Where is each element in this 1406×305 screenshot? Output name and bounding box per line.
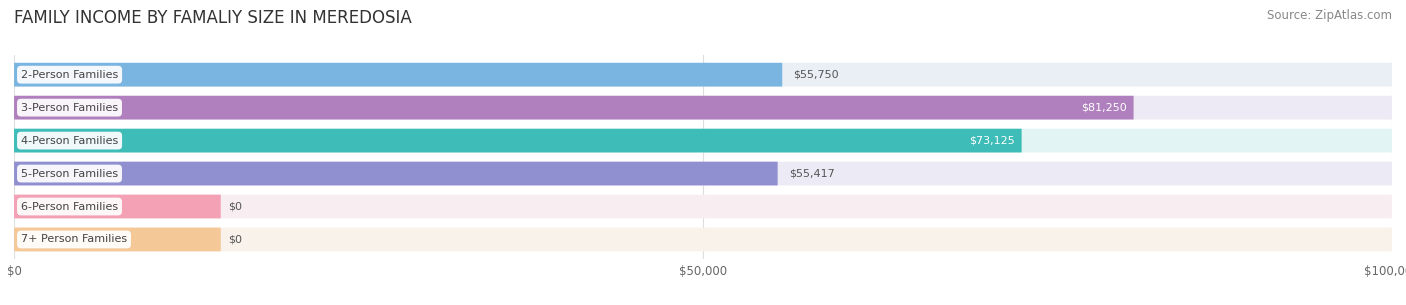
Text: 3-Person Families: 3-Person Families: [21, 103, 118, 113]
Text: $55,750: $55,750: [793, 70, 839, 80]
Text: $81,250: $81,250: [1081, 103, 1126, 113]
Text: 5-Person Families: 5-Person Families: [21, 169, 118, 178]
FancyBboxPatch shape: [14, 129, 1392, 152]
Text: $55,417: $55,417: [789, 169, 834, 178]
Text: $0: $0: [228, 235, 242, 245]
Text: 4-Person Families: 4-Person Families: [21, 136, 118, 145]
FancyBboxPatch shape: [14, 228, 1392, 251]
FancyBboxPatch shape: [14, 228, 221, 251]
FancyBboxPatch shape: [14, 96, 1392, 120]
FancyBboxPatch shape: [14, 63, 782, 87]
FancyBboxPatch shape: [14, 63, 1392, 87]
FancyBboxPatch shape: [14, 96, 1133, 120]
FancyBboxPatch shape: [14, 129, 1022, 152]
FancyBboxPatch shape: [14, 195, 221, 218]
Text: $0: $0: [228, 202, 242, 211]
Text: 6-Person Families: 6-Person Families: [21, 202, 118, 211]
FancyBboxPatch shape: [14, 195, 1392, 218]
Text: 2-Person Families: 2-Person Families: [21, 70, 118, 80]
Text: Source: ZipAtlas.com: Source: ZipAtlas.com: [1267, 9, 1392, 22]
Text: $73,125: $73,125: [969, 136, 1015, 145]
Text: 7+ Person Families: 7+ Person Families: [21, 235, 127, 245]
FancyBboxPatch shape: [14, 162, 1392, 185]
FancyBboxPatch shape: [14, 162, 778, 185]
Text: FAMILY INCOME BY FAMALIY SIZE IN MEREDOSIA: FAMILY INCOME BY FAMALIY SIZE IN MEREDOS…: [14, 9, 412, 27]
